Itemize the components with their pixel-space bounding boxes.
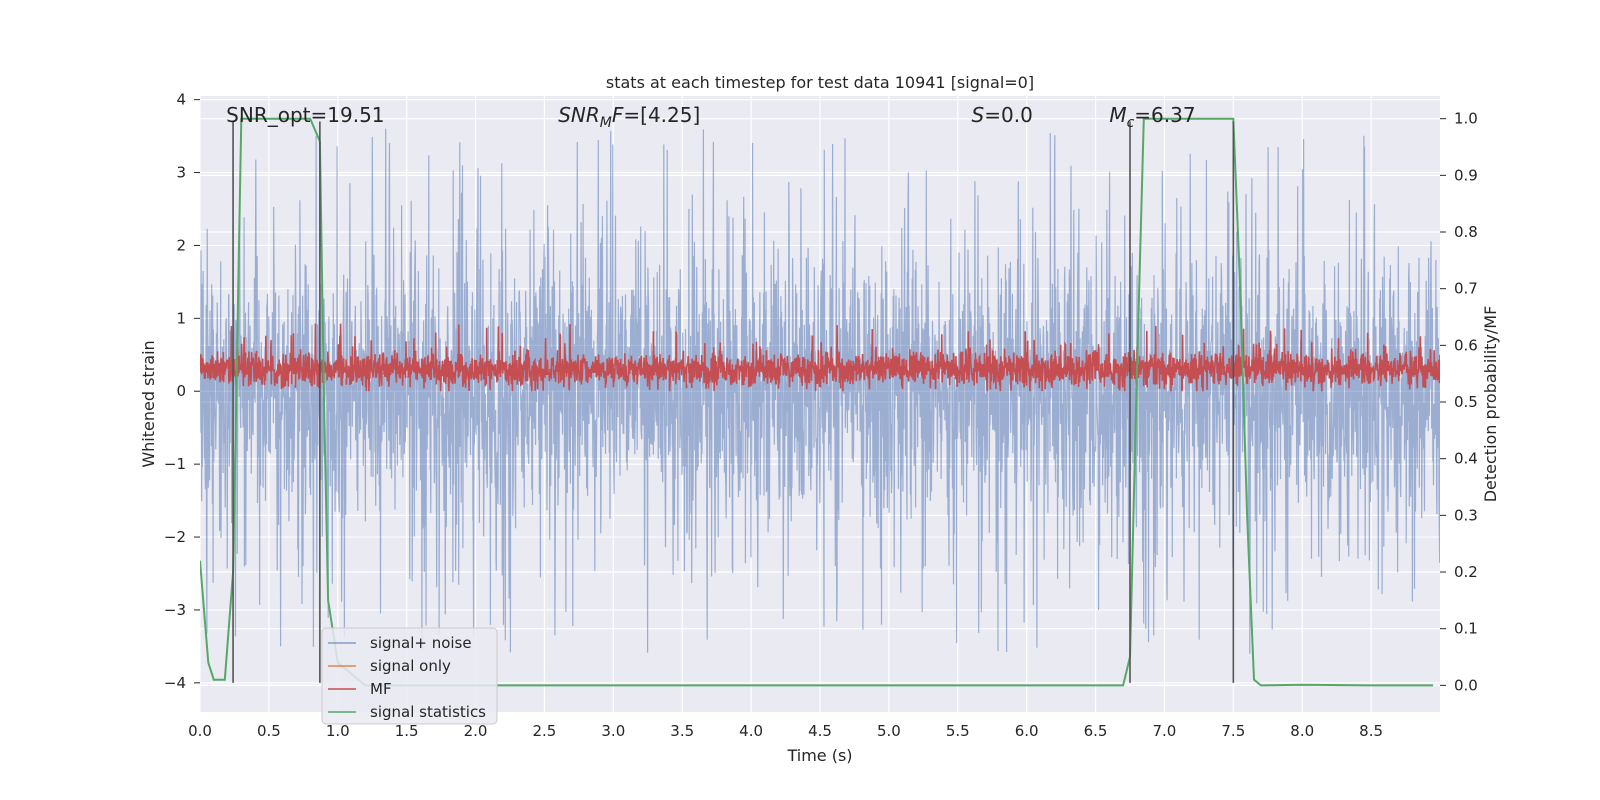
x-tick-label: 0.0 [188, 722, 212, 740]
x-tick-label: 3.0 [601, 722, 625, 740]
annotation-part: c [1127, 115, 1135, 131]
y2-tick-label: 0.9 [1454, 166, 1478, 184]
annotation-text: SNR_opt=19.51 [226, 103, 384, 127]
x-tick-label: 0.5 [257, 722, 281, 740]
series-signal-statistics-line [200, 117, 1434, 687]
x-tick-label: 8.0 [1290, 722, 1314, 740]
x-tick-label: 8.5 [1359, 722, 1383, 740]
x-tick-label: 7.0 [1153, 722, 1177, 740]
y2-tick-label: 0.8 [1454, 223, 1478, 241]
legend-label: signal only [370, 657, 451, 675]
x-tick-label: 1.0 [326, 722, 350, 740]
chart-title: stats at each timestep for test data 109… [606, 73, 1034, 92]
annotation-part: SNR_opt=19.51 [226, 103, 384, 127]
x-axis-ticks: 0.0 0.5 1.0 1.5 2.0 2.5 3.0 3.5 4.0 4.5 5.0 5.5 6.0 6… [188, 722, 1383, 740]
legend-label: signal statistics [370, 703, 486, 721]
y-tick-label: 2 [176, 236, 186, 254]
x-tick-label: 6.0 [1015, 722, 1039, 740]
annotation-part: =0.0 [984, 103, 1033, 127]
annotation-part: SNR [558, 103, 600, 127]
x-tick-label: 1.5 [395, 722, 419, 740]
y-tick-label: 1 [176, 309, 186, 327]
x-tick-label: 4.0 [739, 722, 763, 740]
annotation-text: Mc=6.37 [1109, 103, 1195, 131]
legend-label: MF [370, 680, 392, 698]
annotation-part: S [972, 103, 985, 127]
y-axis-label: Whitened strain [139, 340, 158, 467]
legend: signal+ noise signal only MF signal statist… [321, 627, 498, 725]
annotation-part: =6.37 [1134, 103, 1195, 127]
legend-box [321, 627, 498, 725]
y-tick-label: 3 [176, 164, 186, 182]
y2-tick-label: 1.0 [1454, 110, 1478, 128]
y2-tick-label: 0.0 [1454, 676, 1478, 694]
annotation-text: S=0.0 [972, 103, 1033, 127]
y2-tick-label: 0.4 [1454, 450, 1478, 468]
x-tick-label: 7.5 [1221, 722, 1245, 740]
x-tick-label: 2.5 [533, 722, 557, 740]
x-tick-label: 5.0 [877, 722, 901, 740]
x-axis-label: Time (s) [786, 746, 852, 765]
y-tick-label: −3 [164, 601, 186, 619]
annotation-part: F [612, 103, 624, 127]
y2-axis-label: Detection probability/MF [1481, 306, 1500, 503]
annotations: SNR_opt=19.51 SNRMF=[4.25] S=0.0 Mc=6.37 [226, 103, 1195, 131]
x-tick-label: 2.0 [464, 722, 488, 740]
y-tick-label: −2 [164, 528, 186, 546]
vertical-lines [232, 121, 1235, 683]
y2-tick-label: 0.2 [1454, 563, 1478, 581]
y-tick-label: 0 [176, 382, 186, 400]
x-tick-label: 6.5 [1084, 722, 1108, 740]
x-tick-label: 3.5 [670, 722, 694, 740]
y2-tick-label: 0.7 [1454, 280, 1478, 298]
y-tick-label: −4 [164, 674, 186, 692]
y-tick-label: 4 [176, 91, 186, 109]
y2-tick-label: 0.3 [1454, 506, 1478, 524]
legend-label: signal+ noise [370, 634, 472, 652]
y2-tick-label: 0.6 [1454, 336, 1478, 354]
y2-tick-label: 0.5 [1454, 393, 1478, 411]
x-tick-label: 4.5 [808, 722, 832, 740]
annotation-text: SNRMF=[4.25] [558, 103, 700, 131]
y2-tick-label: 0.1 [1454, 620, 1478, 638]
annotation-part: M [1109, 103, 1126, 127]
y-tick-label: −1 [164, 455, 186, 473]
y-axis-ticks: −4 −3 −2 −1 0 1 2 3 4 [164, 91, 200, 692]
annotation-part: =[4.25] [623, 103, 700, 127]
x-tick-label: 5.5 [946, 722, 970, 740]
annotation-part: M [600, 115, 612, 131]
y2-axis-ticks: 0.0 0.1 0.2 0.3 0.4 0.5 0.6 0.7 0.8 0.9 1.0 [1440, 110, 1478, 694]
